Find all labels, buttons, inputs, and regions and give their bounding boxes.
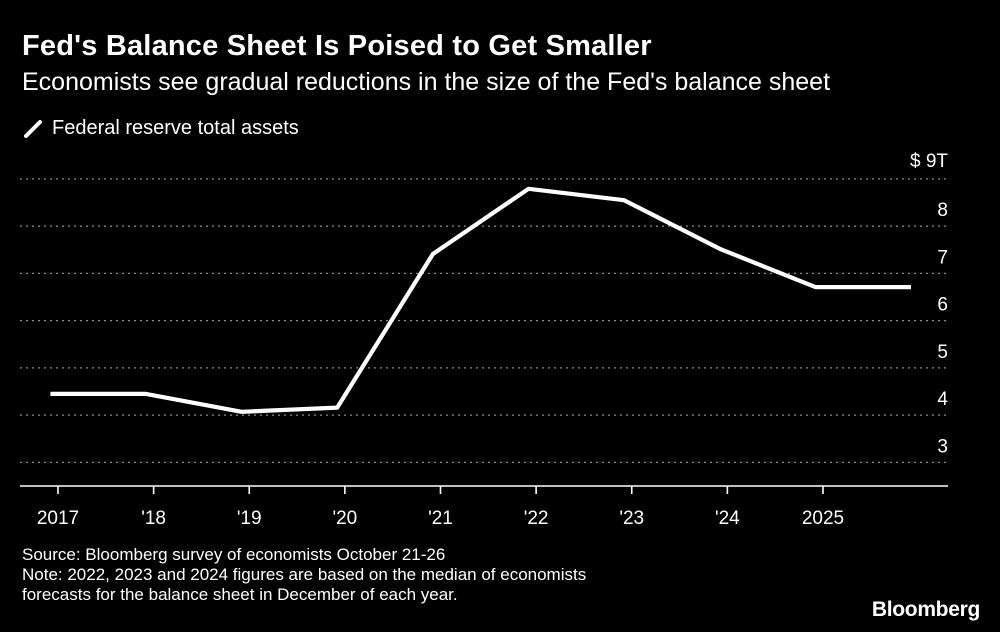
x-tick-label: 2017 [37, 508, 79, 529]
y-tick-label: 4 [937, 389, 948, 410]
series-line-federal-reserve-total-assets [50, 186, 911, 414]
footnote-line-2: forecasts for the balance sheet in Decem… [22, 585, 458, 604]
y-tick-label: $ 9T [910, 151, 948, 172]
y-tick-label: 6 [937, 295, 948, 316]
y-tick-label: 8 [937, 200, 948, 221]
x-tick-label: '20 [332, 508, 357, 529]
footnote-line-1: Note: 2022, 2023 and 2024 figures are ba… [22, 565, 587, 584]
legend: Federal reserve total assets [22, 117, 299, 140]
source-note: Source: Bloomberg survey of economists O… [22, 545, 446, 564]
x-tick-label: '18 [141, 508, 166, 529]
bloomberg-logo: Bloomberg [871, 598, 980, 621]
x-tick-label: '23 [619, 508, 644, 529]
chart-footer: Source: Bloomberg survey of economists O… [22, 545, 586, 605]
legend-label: Federal reserve total assets [52, 117, 299, 139]
x-tick-label: '21 [428, 508, 453, 529]
chart-subtitle: Economists see gradual reductions in the… [22, 68, 831, 96]
y-tick-label: 5 [937, 342, 948, 363]
y-tick-label: 3 [937, 436, 948, 457]
chart-title: Fed's Balance Sheet Is Poised to Get Sma… [22, 30, 652, 62]
x-tick-label: 2025 [802, 508, 844, 529]
legend-line-icon [22, 118, 44, 140]
y-tick-label: 7 [937, 247, 948, 268]
x-tick-label: '22 [524, 508, 549, 529]
x-tick-label: '19 [237, 508, 262, 529]
x-tick-label: '24 [715, 508, 740, 529]
